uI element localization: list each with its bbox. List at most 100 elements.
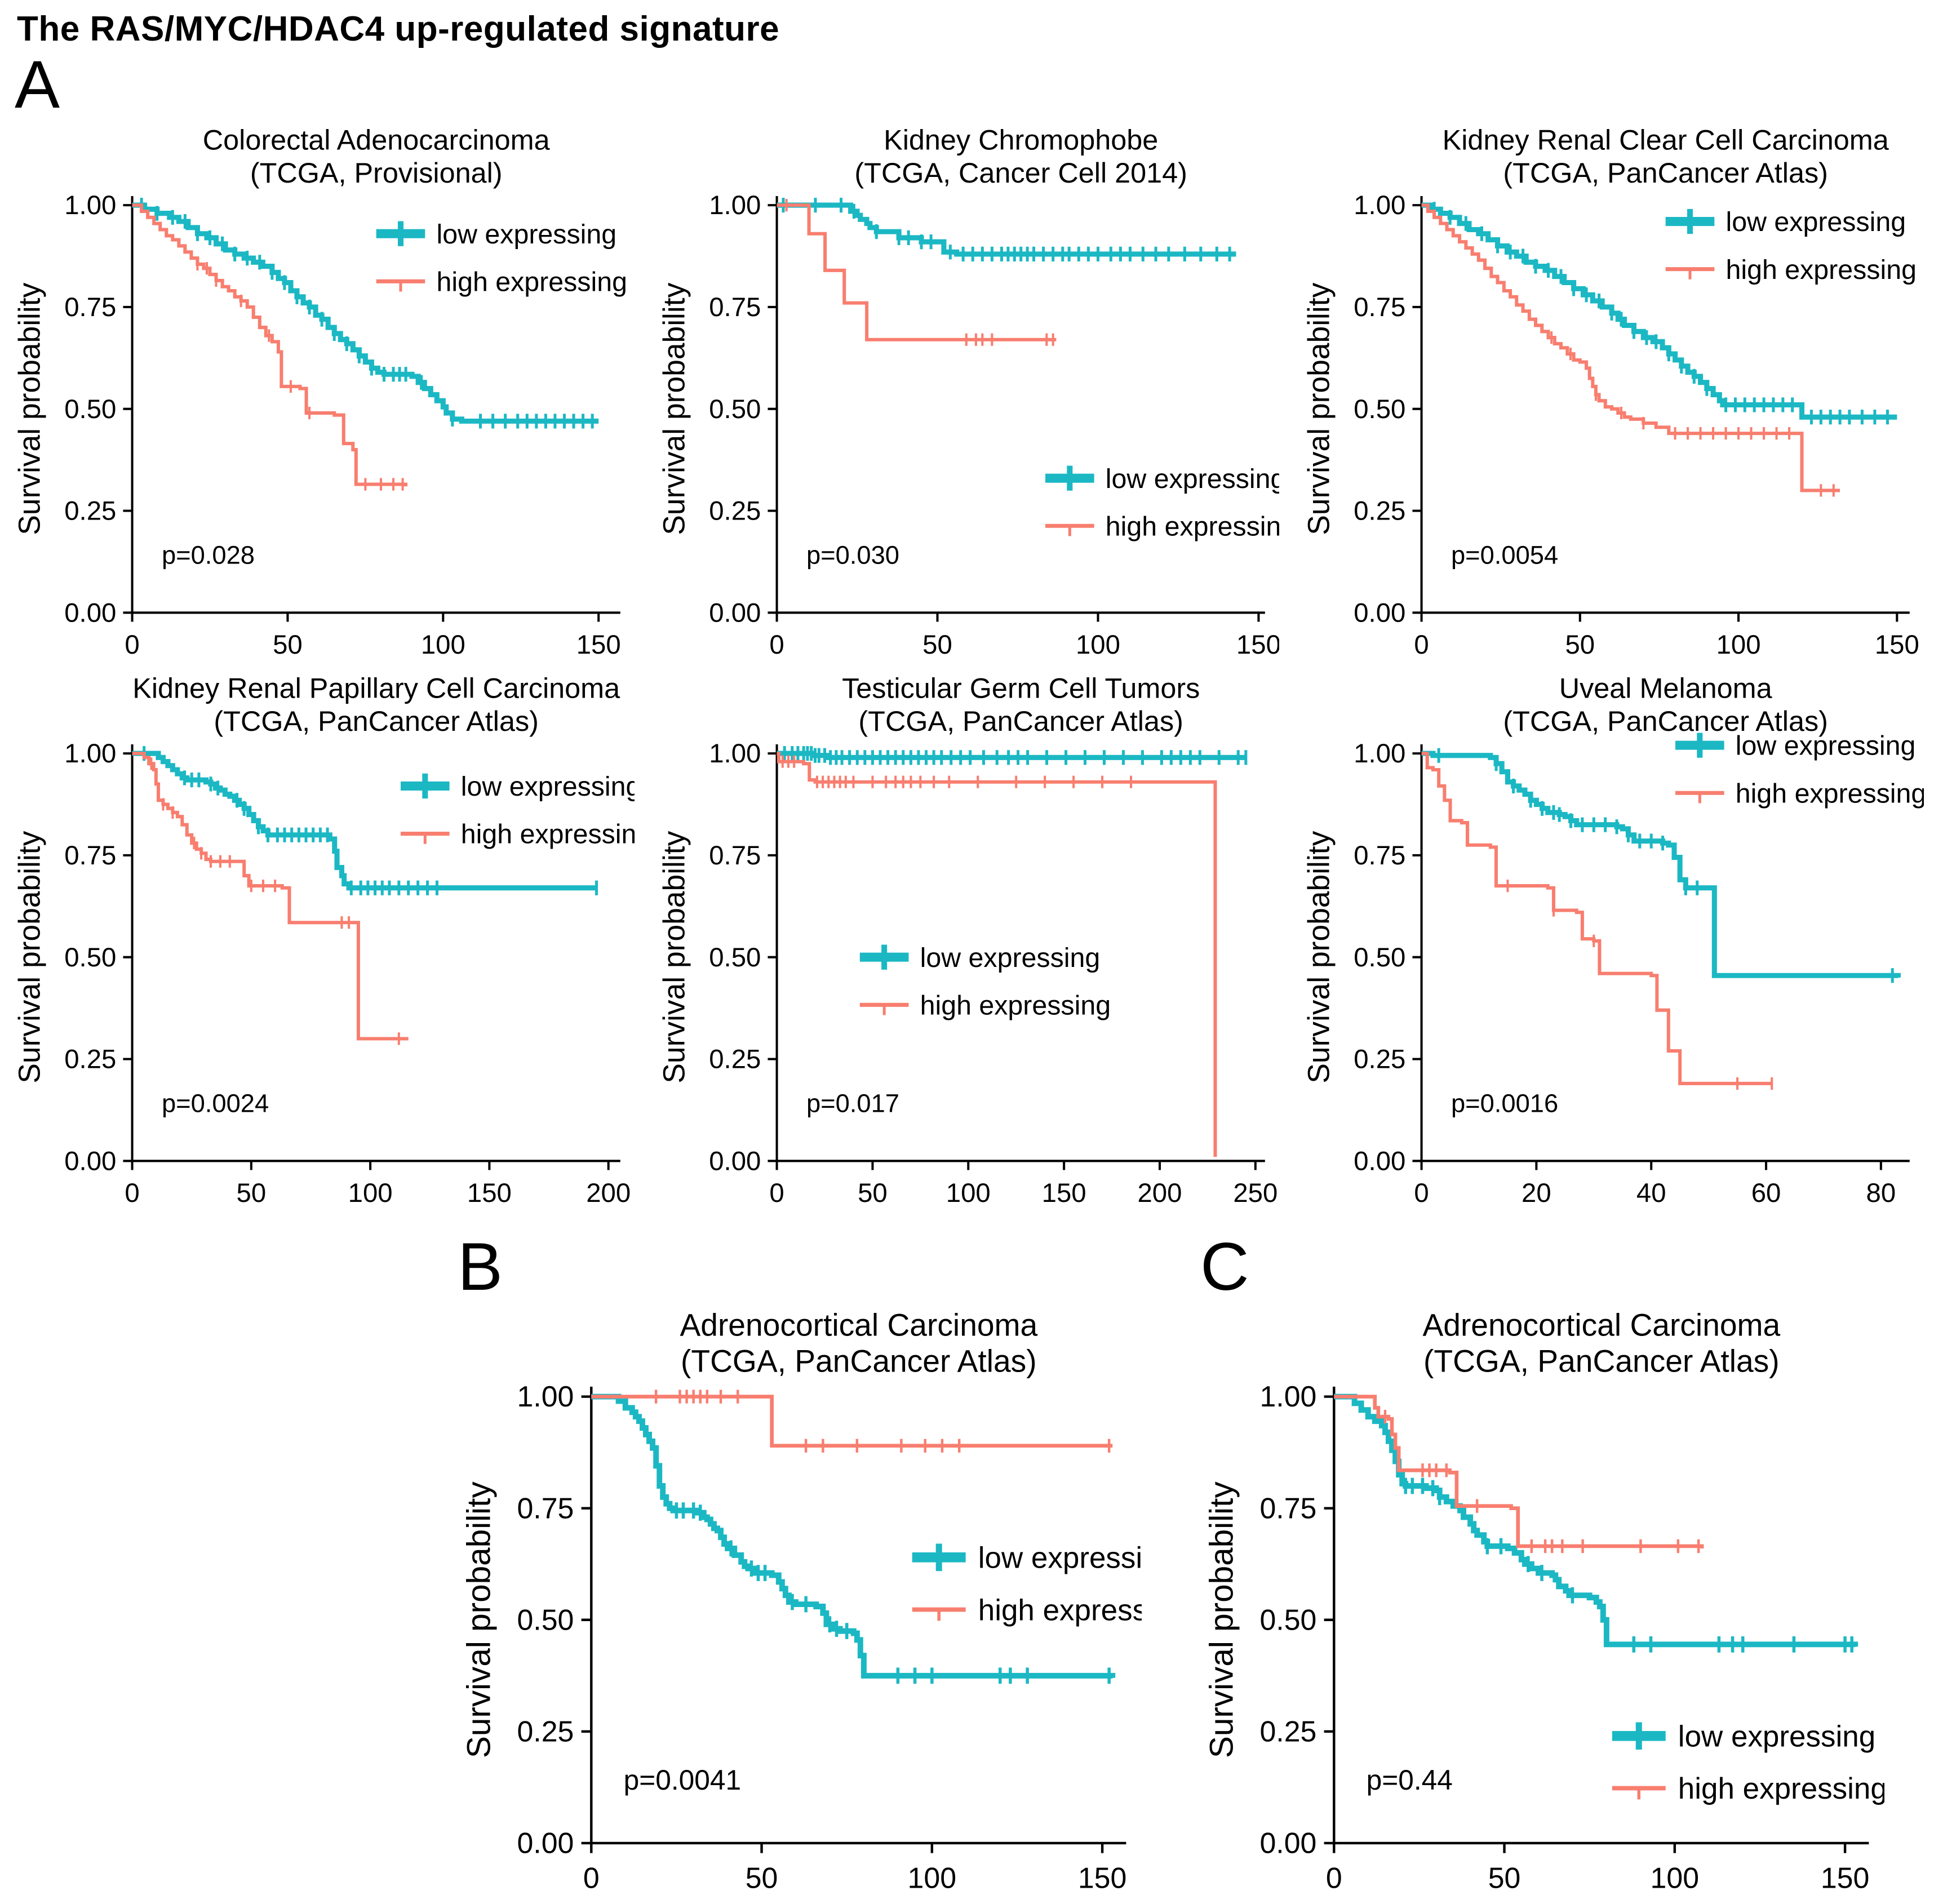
svg-text:0.00: 0.00 [1354,1146,1405,1176]
svg-text:0.75: 0.75 [709,292,761,322]
legend: low expressing high expressing [1665,207,1917,285]
y-axis-ticks: 0.00 0.25 0.50 0.75 1.00 [64,739,132,1176]
svg-text:100: 100 [946,1178,991,1208]
svg-text:1.00: 1.00 [64,190,116,220]
svg-text:50: 50 [237,1178,267,1208]
panel-title: Adrenocortical Carcinoma(TCGA, PanCancer… [680,1307,1037,1378]
series-low [1421,202,1897,425]
legend: low expressing high expressing [376,219,627,297]
series-low [1421,748,1901,983]
x-axis-ticks: 0 50 100 150 [769,613,1279,660]
svg-text:250: 250 [1233,1178,1277,1208]
svg-text:0.50: 0.50 [709,943,761,973]
svg-text:(TCGA, PanCancer Atlas): (TCGA, PanCancer Atlas) [681,1343,1037,1378]
svg-text:50: 50 [858,1178,888,1208]
panel-colorectal-adenocarcinoma: Colorectal Adenocarcinoma (TCGA, Provisio… [10,120,635,668]
panel-title: Adrenocortical Carcinoma(TCGA, PanCancer… [1422,1307,1780,1378]
svg-text:0: 0 [125,1178,139,1208]
panel-row-1: Colorectal Adenocarcinoma (TCGA, Provisio… [0,120,1934,668]
survival-curve [1421,752,1772,1085]
svg-text:0.00: 0.00 [709,1146,761,1176]
series-high [1421,203,1840,497]
section-label-a: A [15,47,60,122]
km-chart-kidney-renal-clear-cell: Kidney Renal Clear Cell Carcinoma(TCGA, … [1302,123,1919,660]
svg-text:Kidney Renal Clear Cell Carcin: Kidney Renal Clear Cell Carcinoma [1443,123,1889,156]
panel-kidney-chromophobe: Kidney Chromophobe (TCGA, Cancer Cell 201… [655,120,1279,668]
series-low [132,746,598,895]
svg-text:0: 0 [1414,1178,1429,1208]
x-axis-ticks: 0 50 100 150 [125,613,621,660]
p-value: p=0.017 [806,1089,899,1118]
km-chart-uveal-melanoma: Uveal Melanoma(TCGA, PanCancer Atlas) 0.0… [1302,672,1924,1208]
svg-text:0.50: 0.50 [1259,1603,1316,1636]
svg-text:0.50: 0.50 [64,394,116,424]
km-chart-testicular-germ-cell: Testicular Germ Cell Tumors(TCGA, PanCan… [658,672,1277,1208]
y-axis-label: Survival probability [1302,831,1336,1083]
svg-text:(TCGA, PanCancer Atlas): (TCGA, PanCancer Atlas) [858,705,1183,737]
x-axis-ticks: 0 20 40 60 80 [1414,1161,1896,1208]
series-high [591,1390,1113,1453]
legend-label: low expressing [1106,464,1279,494]
svg-text:50: 50 [1565,630,1595,660]
legend-label: high expressing [978,1594,1142,1627]
svg-text:0.75: 0.75 [709,841,761,871]
survival-curve [777,751,1246,760]
legend-label: high expressing [461,819,635,850]
svg-text:0.00: 0.00 [709,598,761,628]
panel-kidney-renal-papillary: Kidney Renal Papillary Cell Carcinoma (TC… [10,668,635,1217]
legend-label: low expressing [461,771,635,802]
svg-text:150: 150 [1078,1861,1127,1894]
y-axis-ticks: 0.00 0.25 0.50 0.75 1.00 [1354,739,1422,1176]
survival-curve [1421,203,1840,492]
svg-text:Adrenocortical Carcinoma: Adrenocortical Carcinoma [680,1307,1037,1342]
series-high [777,752,1217,1157]
panel-kidney-renal-clear-cell: Kidney Renal Clear Cell Carcinoma (TCGA, … [1299,120,1924,668]
km-chart-kidney-chromophobe: Kidney Chromophobe(TCGA, Cancer Cell 201… [658,123,1279,660]
svg-text:150: 150 [1875,630,1919,660]
km-chart-colorectal-adenocarcinoma: Colorectal Adenocarcinoma(TCGA, Provisio… [13,123,627,660]
svg-text:0.00: 0.00 [1259,1827,1316,1859]
svg-text:150: 150 [1236,630,1279,660]
section-label-b: B [458,1229,503,1305]
y-axis-ticks: 0.00 0.25 0.50 0.75 1.00 [709,739,777,1176]
legend: low expressing high expressing [401,771,635,850]
svg-text:100: 100 [421,630,465,660]
survival-curve [1334,1393,1858,1648]
svg-text:0.00: 0.00 [517,1827,574,1859]
svg-text:0.75: 0.75 [1259,1492,1316,1524]
legend-label: low expressing [1725,207,1906,237]
svg-text:200: 200 [586,1178,631,1208]
svg-text:0.25: 0.25 [517,1715,574,1748]
survival-curve [132,752,409,1041]
series-high [132,203,408,491]
svg-text:200: 200 [1137,1178,1182,1208]
svg-text:0.50: 0.50 [517,1603,574,1636]
survival-curve [132,751,597,891]
svg-text:Colorectal Adenocarcinoma: Colorectal Adenocarcinoma [203,123,550,156]
p-value: p=0.44 [1367,1764,1453,1796]
panel-row-3: B Adrenocortical Carcinoma (TCGA, PanCanc… [0,1231,1934,1904]
legend: low expressing high expressing [859,943,1111,1020]
svg-text:1.00: 1.00 [1354,739,1405,769]
panel-title: Uveal Melanoma(TCGA, PanCancer Atlas) [1503,672,1828,736]
svg-text:0: 0 [769,1178,784,1208]
legend: low expressing high expressing [1045,464,1279,542]
svg-text:1.00: 1.00 [64,739,116,769]
y-axis-ticks: 0.00 0.25 0.50 0.75 1.00 [517,1380,592,1859]
svg-text:0: 0 [125,630,139,660]
svg-text:0.75: 0.75 [1354,841,1405,871]
y-axis-label: Survival probability [13,831,46,1083]
series-high [777,199,1057,346]
svg-text:Kidney Renal Papillary Cell Ca: Kidney Renal Papillary Cell Carcinoma [132,672,620,704]
legend-label: low expressing [1736,731,1916,761]
svg-text:150: 150 [576,630,621,660]
panel-title: Kidney Renal Papillary Cell Carcinoma(TC… [132,672,620,736]
svg-text:(TCGA, PanCancer Atlas): (TCGA, PanCancer Atlas) [1503,705,1828,737]
legend-label: low expressing [436,219,616,250]
y-axis-label: Survival probability [658,831,691,1083]
svg-text:0.50: 0.50 [64,943,116,973]
legend-label: high expressing [1725,255,1917,285]
km-chart-adrenocortical-c: Adrenocortical Carcinoma(TCGA, PanCancer… [1203,1307,1884,1894]
svg-text:0: 0 [769,630,784,660]
series-high [1334,1395,1704,1554]
